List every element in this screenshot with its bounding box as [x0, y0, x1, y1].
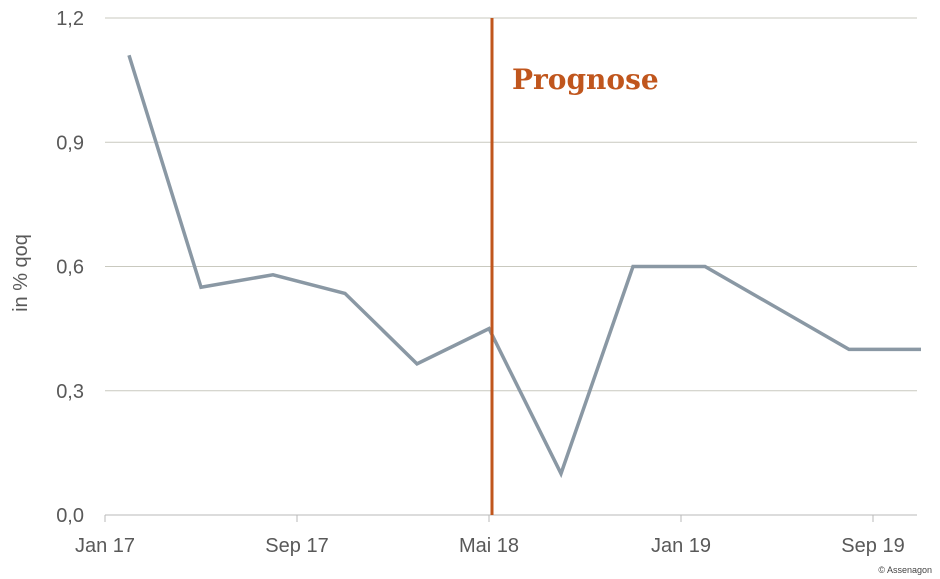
x-tick-label: Mai 18 [459, 535, 519, 557]
forecast-annotation: Prognose [490, 18, 659, 515]
y-tick-labels: 0,0 0,3 0,6 0,9 1,2 [56, 8, 84, 527]
gridlines [105, 17, 917, 516]
y-tick-label: 0,6 [56, 257, 84, 279]
x-tick-label: Sep 17 [265, 535, 328, 557]
y-tick-label: 1,2 [56, 8, 84, 30]
y-tick-label: 0,9 [56, 132, 84, 154]
y-axis-label: in % qoq [10, 234, 32, 312]
y-tick-label: 0,3 [56, 381, 84, 403]
x-tick-label: Sep 19 [841, 535, 904, 557]
series-group [127, 54, 921, 479]
x-tick-label: Jan 17 [75, 535, 135, 557]
forecast-label: Prognose [512, 63, 659, 96]
data-line [127, 54, 921, 479]
x-tick-label: Jan 19 [651, 535, 711, 557]
copyright-credit: © Assenagon [878, 565, 932, 575]
x-tick-labels: Jan 17 Sep 17 Mai 18 Jan 19 Sep 19 [75, 515, 905, 557]
y-tick-label: 0,0 [56, 505, 84, 527]
